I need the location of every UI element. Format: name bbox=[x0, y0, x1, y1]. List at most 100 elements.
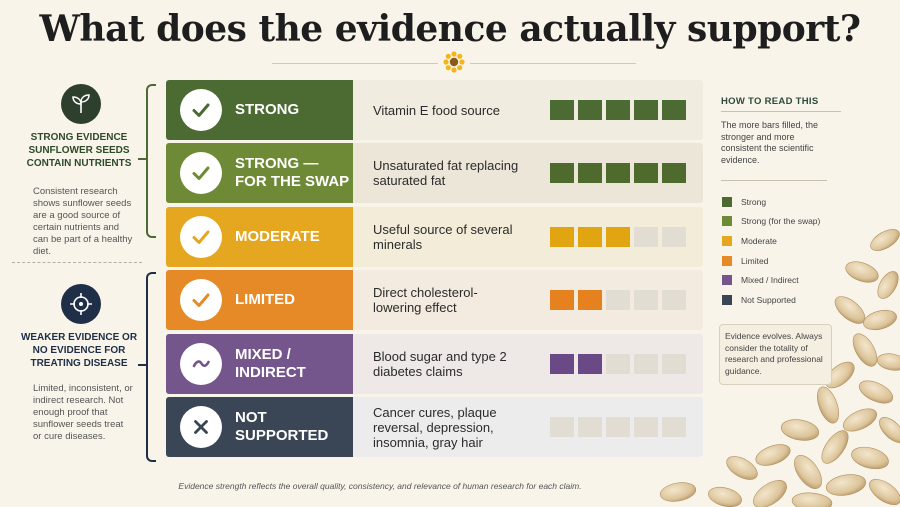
tilde-icon bbox=[180, 343, 222, 385]
legend-swatch bbox=[722, 275, 732, 285]
strength-bar-empty bbox=[634, 354, 658, 374]
weak-evidence-heading: Weaker evidence or no evidence for treat… bbox=[20, 332, 138, 369]
legend-item: Moderate bbox=[722, 236, 777, 246]
evidence-level-cell: Strong bbox=[166, 80, 353, 140]
strength-bar-filled bbox=[578, 354, 602, 374]
how-to-read-text: The more bars filled, the stronger and m… bbox=[721, 120, 819, 165]
strong-group-bracket bbox=[146, 84, 156, 238]
legend-divider bbox=[721, 180, 827, 181]
title-divider-right bbox=[470, 63, 636, 64]
strength-bar-filled bbox=[606, 100, 630, 120]
claim-cell: Cancer cures, plaque reversal, depressio… bbox=[353, 397, 703, 457]
evidence-strength-bars bbox=[550, 417, 686, 437]
legend-label: Strong bbox=[741, 197, 767, 207]
legend-swatch bbox=[722, 295, 732, 305]
evidence-level-cell: Moderate bbox=[166, 207, 353, 267]
strength-bar-filled bbox=[662, 163, 686, 183]
evidence-level-label: Strong bbox=[235, 101, 300, 118]
evidence-level-cell: Not supported bbox=[166, 397, 353, 457]
strength-bar-empty bbox=[662, 354, 686, 374]
evidence-level-label: Moderate bbox=[235, 228, 320, 245]
claim-text: Cancer cures, plaque reversal, depressio… bbox=[373, 404, 497, 450]
strength-bar-filled bbox=[578, 227, 602, 247]
strong-evidence-heading: Strong evidence sunflower seeds contain … bbox=[26, 132, 132, 169]
page-title: What does the evidence actually support? bbox=[39, 8, 862, 50]
target-icon bbox=[61, 284, 101, 324]
legend-label: Strong (for the swap) bbox=[741, 216, 821, 226]
legend-label: Moderate bbox=[741, 236, 777, 246]
claim-text: Blood sugar and type 2 diabetes claims bbox=[373, 349, 507, 379]
legend-item: Mixed / Indirect bbox=[722, 275, 799, 285]
strength-bar-filled bbox=[606, 227, 630, 247]
how-to-read-rule bbox=[721, 111, 841, 112]
evidence-level-label: Not supported bbox=[235, 409, 329, 444]
how-to-read-heading: How to read this bbox=[721, 96, 819, 107]
strength-bar-filled bbox=[634, 100, 658, 120]
evidence-strength-bars bbox=[550, 163, 686, 183]
strength-bar-empty bbox=[578, 417, 602, 437]
evidence-row: Limited Direct cholesterol-lowering effec… bbox=[166, 270, 703, 330]
strength-bar-filled bbox=[550, 354, 574, 374]
evidence-row: Moderate Useful source of several mineral… bbox=[166, 207, 703, 267]
claim-cell: Unsaturated fat replacing saturated fat bbox=[353, 143, 703, 203]
strength-bar-empty bbox=[634, 227, 658, 247]
strength-bar-filled bbox=[634, 163, 658, 183]
strength-bar-filled bbox=[578, 163, 602, 183]
evidence-level-label: Strong — for the swap bbox=[235, 155, 350, 190]
sunflower-icon bbox=[443, 51, 465, 73]
evidence-strength-bars bbox=[550, 100, 686, 120]
evidence-strength-bars bbox=[550, 227, 686, 247]
strength-bar-empty bbox=[606, 354, 630, 374]
claim-text: Direct cholesterol-lowering effect bbox=[373, 285, 478, 315]
legend-label: Limited bbox=[741, 256, 769, 266]
claim-text: Vitamin E food source bbox=[373, 102, 500, 118]
evidence-level-cell: Strong — for the swap bbox=[166, 143, 353, 203]
claim-cell: Useful source of several minerals bbox=[353, 207, 703, 267]
evidence-row: Mixed / Indirect Blood sugar and type 2 d… bbox=[166, 334, 703, 394]
strength-bar-filled bbox=[662, 100, 686, 120]
evidence-level-cell: Mixed / Indirect bbox=[166, 334, 353, 394]
strength-bar-empty bbox=[662, 417, 686, 437]
claim-text: Useful source of several minerals bbox=[373, 222, 513, 252]
legend-item: Limited bbox=[722, 256, 768, 266]
evidence-row: Strong Vitamin E food source bbox=[166, 80, 703, 140]
evidence-level-cell: Limited bbox=[166, 270, 353, 330]
strength-bar-empty bbox=[662, 227, 686, 247]
claim-text: Unsaturated fat replacing saturated fat bbox=[373, 158, 519, 188]
weak-group-bracket-tick bbox=[138, 364, 146, 366]
strength-bar-filled bbox=[550, 290, 574, 310]
weak-evidence-body: Limited, inconsistent, or indirect resea… bbox=[33, 383, 133, 442]
strong-evidence-body: Consistent research shows sunflower seed… bbox=[33, 186, 133, 257]
strength-bar-filled bbox=[578, 290, 602, 310]
check-icon bbox=[180, 152, 222, 194]
check-icon bbox=[180, 216, 222, 258]
evidence-level-label: Limited bbox=[235, 291, 295, 308]
left-panel-divider bbox=[12, 262, 142, 263]
title-divider-left bbox=[272, 63, 438, 64]
strength-bar-empty bbox=[606, 417, 630, 437]
evidence-note: Evidence evolves. Always consider the to… bbox=[719, 324, 832, 385]
sprout-icon bbox=[61, 84, 101, 124]
evidence-strength-bars bbox=[550, 354, 686, 374]
legend-item: Not Supported bbox=[722, 295, 796, 305]
strength-bar-filled bbox=[550, 227, 574, 247]
strength-bar-filled bbox=[550, 100, 574, 120]
strength-bar-empty bbox=[634, 290, 658, 310]
evidence-row: Not supported Cancer cures, plaque revers… bbox=[166, 397, 703, 457]
strength-bar-filled bbox=[606, 163, 630, 183]
strong-group-bracket-tick bbox=[138, 158, 146, 160]
strength-bar-filled bbox=[550, 163, 574, 183]
strength-bar-filled bbox=[578, 100, 602, 120]
legend-swatch bbox=[722, 236, 732, 246]
x-icon bbox=[180, 406, 222, 448]
claim-cell: Direct cholesterol-lowering effect bbox=[353, 270, 703, 330]
footnote: Evidence strength reflects the overall q… bbox=[178, 481, 582, 491]
weak-group-bracket bbox=[146, 272, 156, 462]
legend-swatch bbox=[722, 256, 732, 266]
claim-cell: Vitamin E food source bbox=[353, 80, 703, 140]
claim-cell: Blood sugar and type 2 diabetes claims bbox=[353, 334, 703, 394]
strength-bar-empty bbox=[550, 417, 574, 437]
legend-label: Mixed / Indirect bbox=[741, 275, 799, 285]
legend-item: Strong (for the swap) bbox=[722, 216, 820, 226]
check-icon bbox=[180, 279, 222, 321]
